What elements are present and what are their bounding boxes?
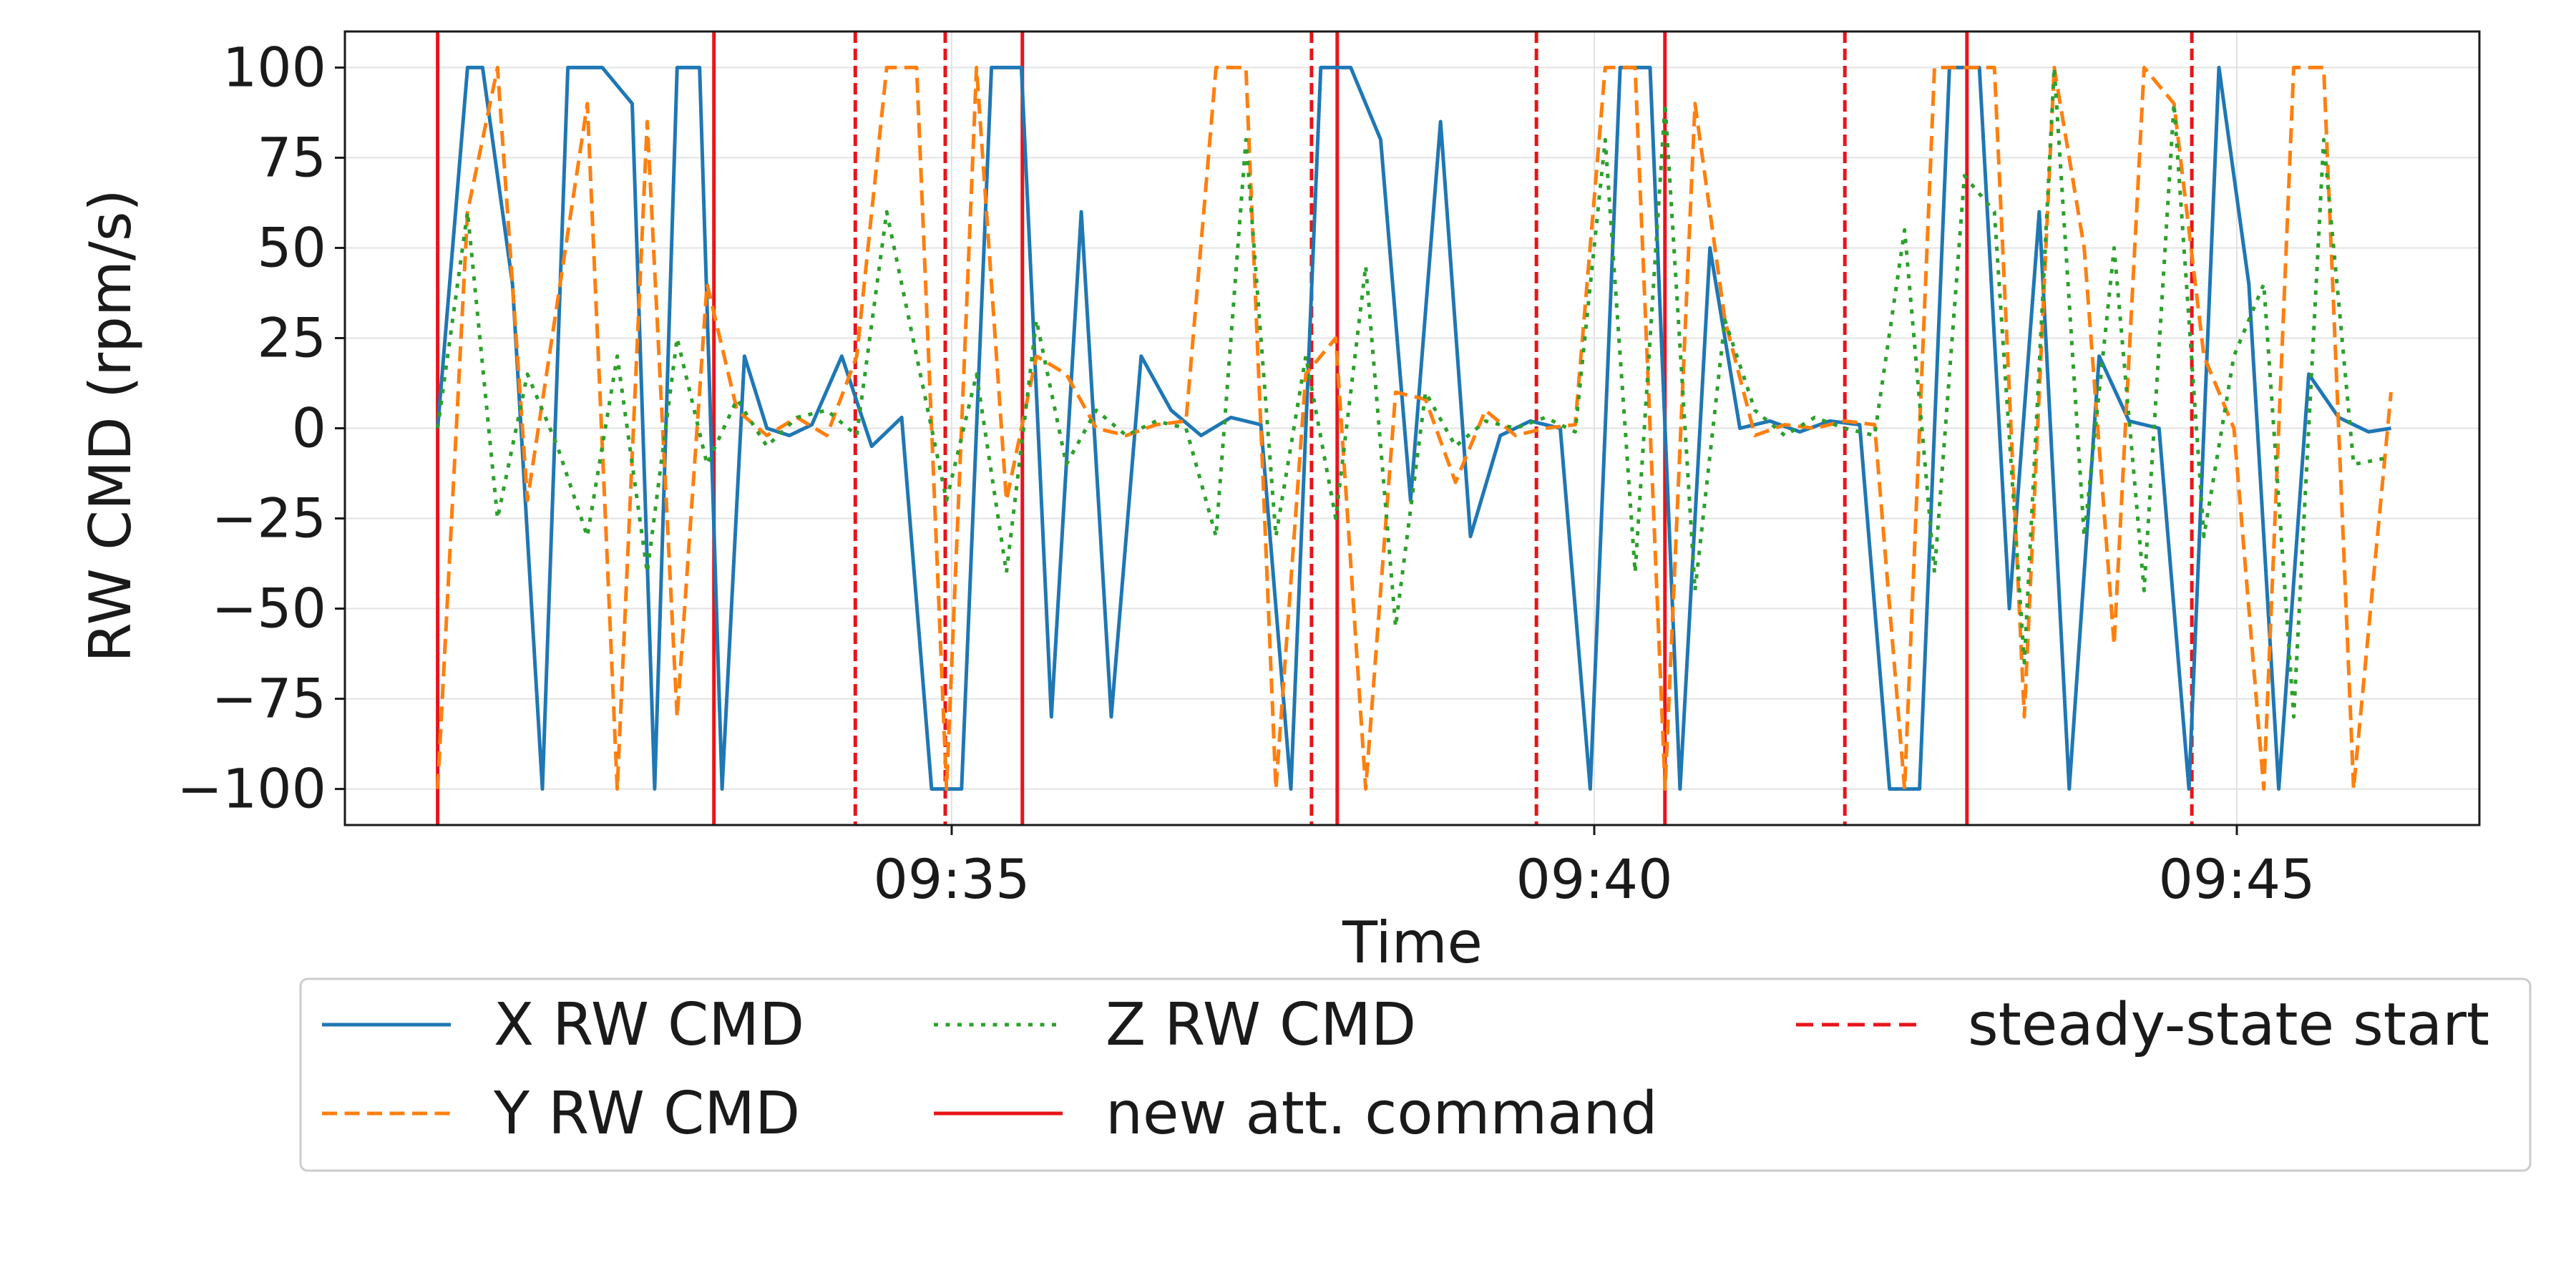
legend-frame (299, 977, 2532, 1172)
legend-label: new att. command (1106, 1080, 1658, 1148)
legend-label: Z RW CMD (1106, 991, 1416, 1059)
y-tick-label: −50 (212, 577, 326, 640)
x-tick-label: 09:45 (2158, 847, 2315, 911)
legend-label: Y RW CMD (493, 1080, 800, 1148)
legend-label: steady-state start (1968, 991, 2489, 1059)
y-tick-label: −100 (177, 757, 326, 821)
y-tick-label: 75 (257, 125, 326, 189)
legend-label: X RW CMD (494, 991, 804, 1059)
y-axis-title: RW CMD (rpm/s) (77, 189, 144, 662)
y-tick-label: 100 (223, 35, 326, 99)
legend: X RW CMD Y RW CMD Z RW CMD new att. command… (299, 977, 2532, 1172)
y-tick-label: −25 (212, 487, 326, 550)
y-tick-label: 25 (257, 306, 326, 369)
x-tick-label: 09:40 (1516, 847, 1672, 911)
x-tick-label: 09:35 (873, 847, 1030, 911)
y-tick-label: −75 (212, 667, 326, 731)
x-axis-title: Time (1342, 909, 1483, 976)
series-line-y (436, 65, 2393, 791)
y-axis-ticks: 100 75 50 25 0 −25 −50 −75 −100 (177, 35, 345, 821)
y-tick-label: 50 (257, 215, 326, 279)
x-axis-ticks: 09:35 09:40 09:45 (873, 825, 2316, 911)
series-lines (436, 65, 2393, 791)
y-tick-label: 0 (292, 396, 326, 460)
series-line-x (436, 65, 2391, 791)
